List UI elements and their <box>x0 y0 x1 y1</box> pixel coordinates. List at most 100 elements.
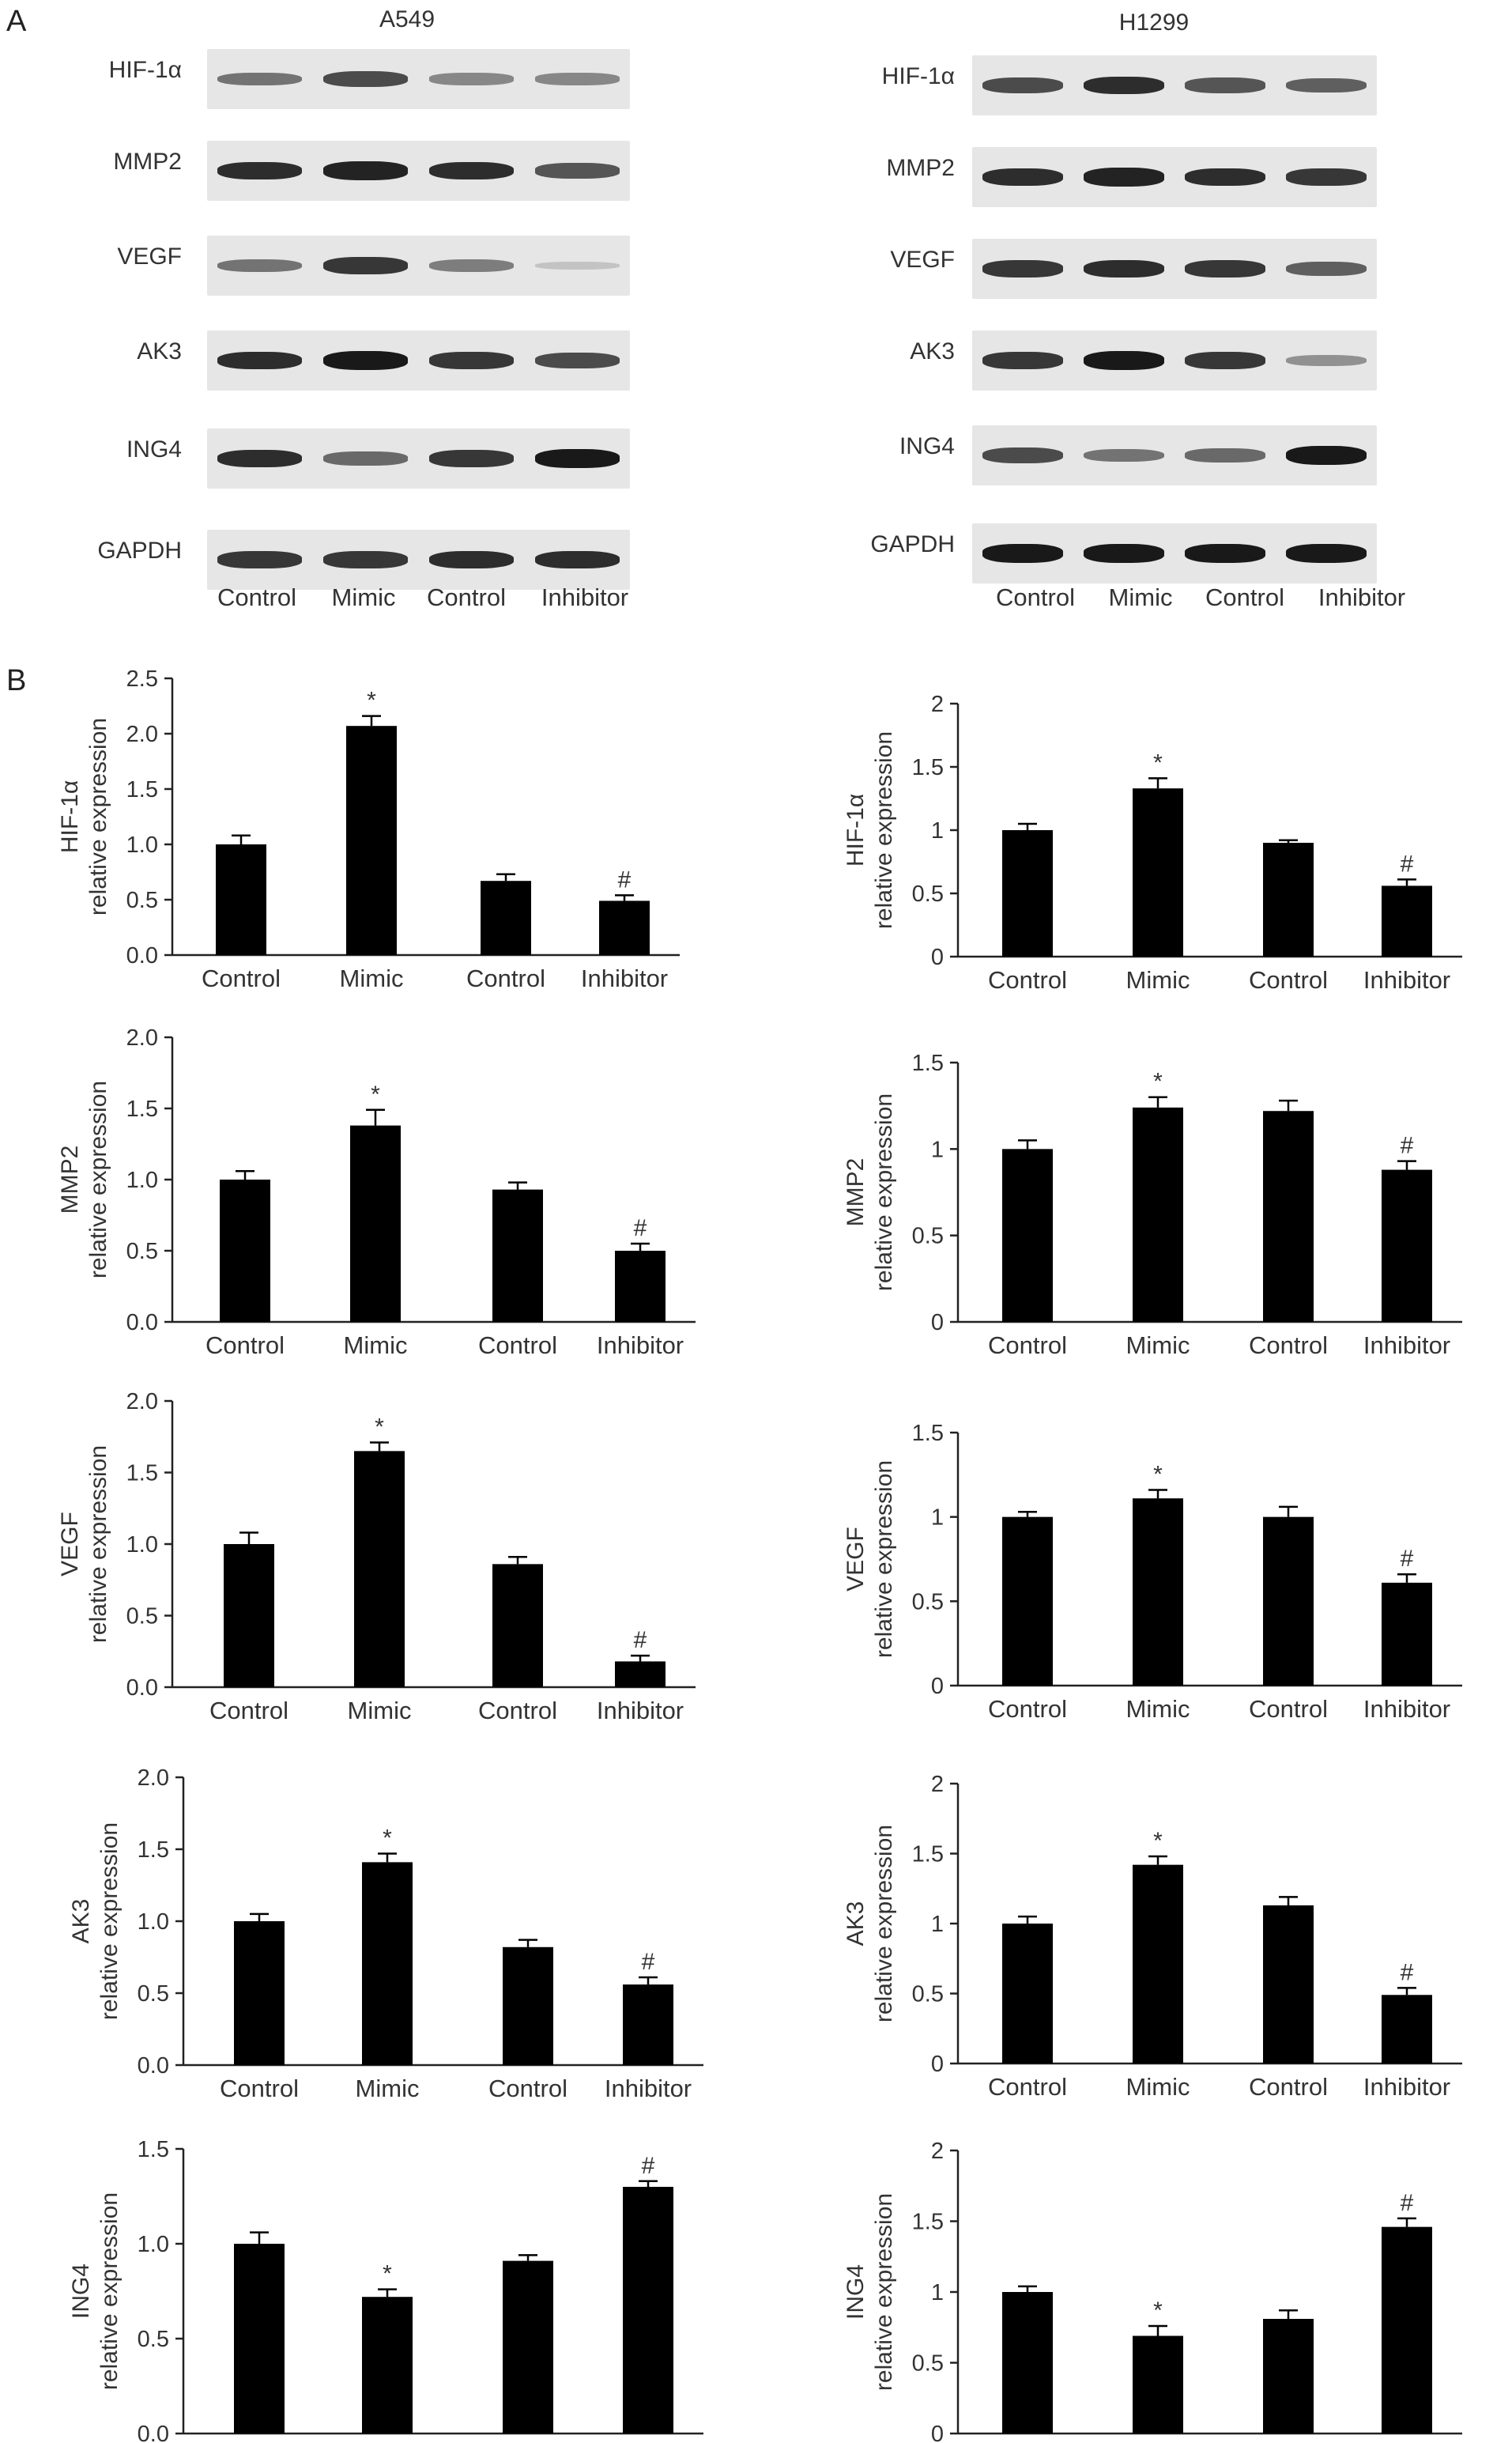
y-tick-label: 1.5 <box>912 2210 944 2235</box>
blot-band <box>982 447 1064 463</box>
bar <box>1263 843 1314 957</box>
blot-band <box>982 260 1064 278</box>
x-tick-label: Mimic <box>1126 2073 1190 2101</box>
lane-label: Mimic <box>1108 583 1173 611</box>
x-tick-label: Inhibitor <box>1363 966 1450 994</box>
bar <box>1133 1107 1183 1322</box>
blot-band <box>1083 448 1165 463</box>
y-axis-title: VEGF <box>57 1512 83 1576</box>
blot-band <box>982 544 1064 563</box>
blot-row-label: HIF-1α <box>108 57 182 83</box>
blot-strip <box>972 239 1377 299</box>
blot-band <box>1184 260 1266 278</box>
significance-marker: # <box>634 1215 647 1241</box>
blot-band <box>1285 168 1367 186</box>
blot-band <box>428 73 514 85</box>
bar <box>1002 2292 1053 2434</box>
blot-band <box>1184 352 1266 369</box>
blot-band <box>217 259 303 273</box>
y-tick-label: 1.5 <box>138 1837 169 1863</box>
blot-band <box>534 550 620 569</box>
x-tick-label: Control <box>209 1697 288 1724</box>
y-tick-label: 0.5 <box>126 1239 158 1264</box>
significance-marker: # <box>618 867 632 893</box>
blot-strip <box>972 425 1377 485</box>
blot-band <box>428 259 514 272</box>
blot-band <box>1083 259 1165 278</box>
blot-band <box>323 351 409 370</box>
y-tick-label: 0.5 <box>126 1604 158 1629</box>
x-tick-label: Control <box>1249 1331 1328 1359</box>
y-tick-label: 1 <box>931 1137 944 1162</box>
x-tick-label: Control <box>205 1331 285 1359</box>
bar <box>481 881 531 955</box>
y-tick-label: 0 <box>931 1310 944 1335</box>
bar <box>1002 830 1053 957</box>
lane-label: Control <box>996 583 1075 611</box>
x-tick-label: Inhibitor <box>1363 2073 1450 2101</box>
bar <box>623 2187 673 2434</box>
y-axis-title: ING4 <box>68 2264 94 2319</box>
blot-band <box>217 351 303 370</box>
y-tick-label: 2 <box>931 1772 944 1797</box>
y-axis-title: HIF-1α <box>843 794 869 867</box>
x-tick-label: Mimic <box>1126 1331 1190 1359</box>
y-tick-label: 1.5 <box>912 1051 944 1076</box>
bar-chart-mmp2-a549: 0.0 0.5 1.0 1.5 2.0 MMP2 relative expression Co… <box>57 1025 696 1359</box>
blot-row-label: AK3 <box>910 338 955 364</box>
blot-band <box>217 72 303 86</box>
bar <box>503 2260 553 2434</box>
significance-marker: * <box>371 1082 380 1108</box>
y-axis-subtitle: relative expression <box>85 1081 111 1278</box>
y-axis-title: MMP2 <box>843 1158 869 1227</box>
y-tick-label: 1 <box>931 1505 944 1531</box>
blot-band <box>1184 544 1266 563</box>
blot-band <box>323 257 409 274</box>
x-tick-label: Control <box>488 2075 567 2102</box>
blot-band <box>1184 168 1266 187</box>
bar <box>1133 788 1183 957</box>
x-tick-label: Control <box>478 1331 557 1359</box>
bar-chart-ak3-h1299: 0 0.5 1 1.5 2 AK3 relative expression Control * M… <box>843 1772 1462 2101</box>
y-tick-label: 1.5 <box>126 1461 158 1486</box>
bar <box>1002 1149 1053 1322</box>
bar <box>1002 1924 1053 2064</box>
significance-marker: # <box>642 1949 655 1975</box>
blot-row-label: AK3 <box>137 338 182 364</box>
significance-marker: # <box>1401 1133 1414 1159</box>
blot-strip <box>207 429 630 489</box>
y-axis-subtitle: relative expression <box>871 731 897 929</box>
bar <box>350 1125 401 1322</box>
blot-row-label: ING4 <box>126 436 182 463</box>
y-tick-label: 0.5 <box>912 1982 944 2007</box>
blot-strip <box>207 49 630 109</box>
blot-strip <box>207 141 630 201</box>
y-tick-label: 1.5 <box>912 755 944 780</box>
y-tick-label: 2.5 <box>126 666 158 692</box>
blot-band <box>534 449 620 468</box>
x-tick-label: Inhibitor <box>605 2075 692 2102</box>
y-tick-label: 2 <box>931 692 944 717</box>
x-tick-label: Control <box>466 965 545 992</box>
y-tick-label: 0.5 <box>138 2327 169 2352</box>
y-tick-label: 0 <box>931 1674 944 1699</box>
blot-strip <box>207 530 630 590</box>
lane-label: Mimic <box>331 583 396 611</box>
blot-row-label: GAPDH <box>97 538 182 564</box>
lane-label: Inhibitor <box>1318 583 1406 611</box>
y-tick-label: 1.5 <box>126 777 158 802</box>
bar <box>1133 2335 1183 2434</box>
bar <box>1382 885 1432 957</box>
x-tick-label: Control <box>478 1697 557 1724</box>
blot-row-label: HIF-1α <box>881 63 955 89</box>
significance-marker: * <box>1153 1069 1163 1095</box>
significance-marker: # <box>1401 1546 1414 1572</box>
blot-band <box>982 352 1064 369</box>
y-tick-label: 1 <box>931 818 944 844</box>
x-tick-label: Mimic <box>340 965 404 992</box>
y-tick-label: 0.5 <box>126 888 158 913</box>
bar-chart-vegf-h1299: 0 0.5 1 1.5 VEGF relative expression Control * M… <box>843 1421 1462 1723</box>
blot-row-label: VEGF <box>117 244 182 270</box>
lane-label: Inhibitor <box>541 583 629 611</box>
